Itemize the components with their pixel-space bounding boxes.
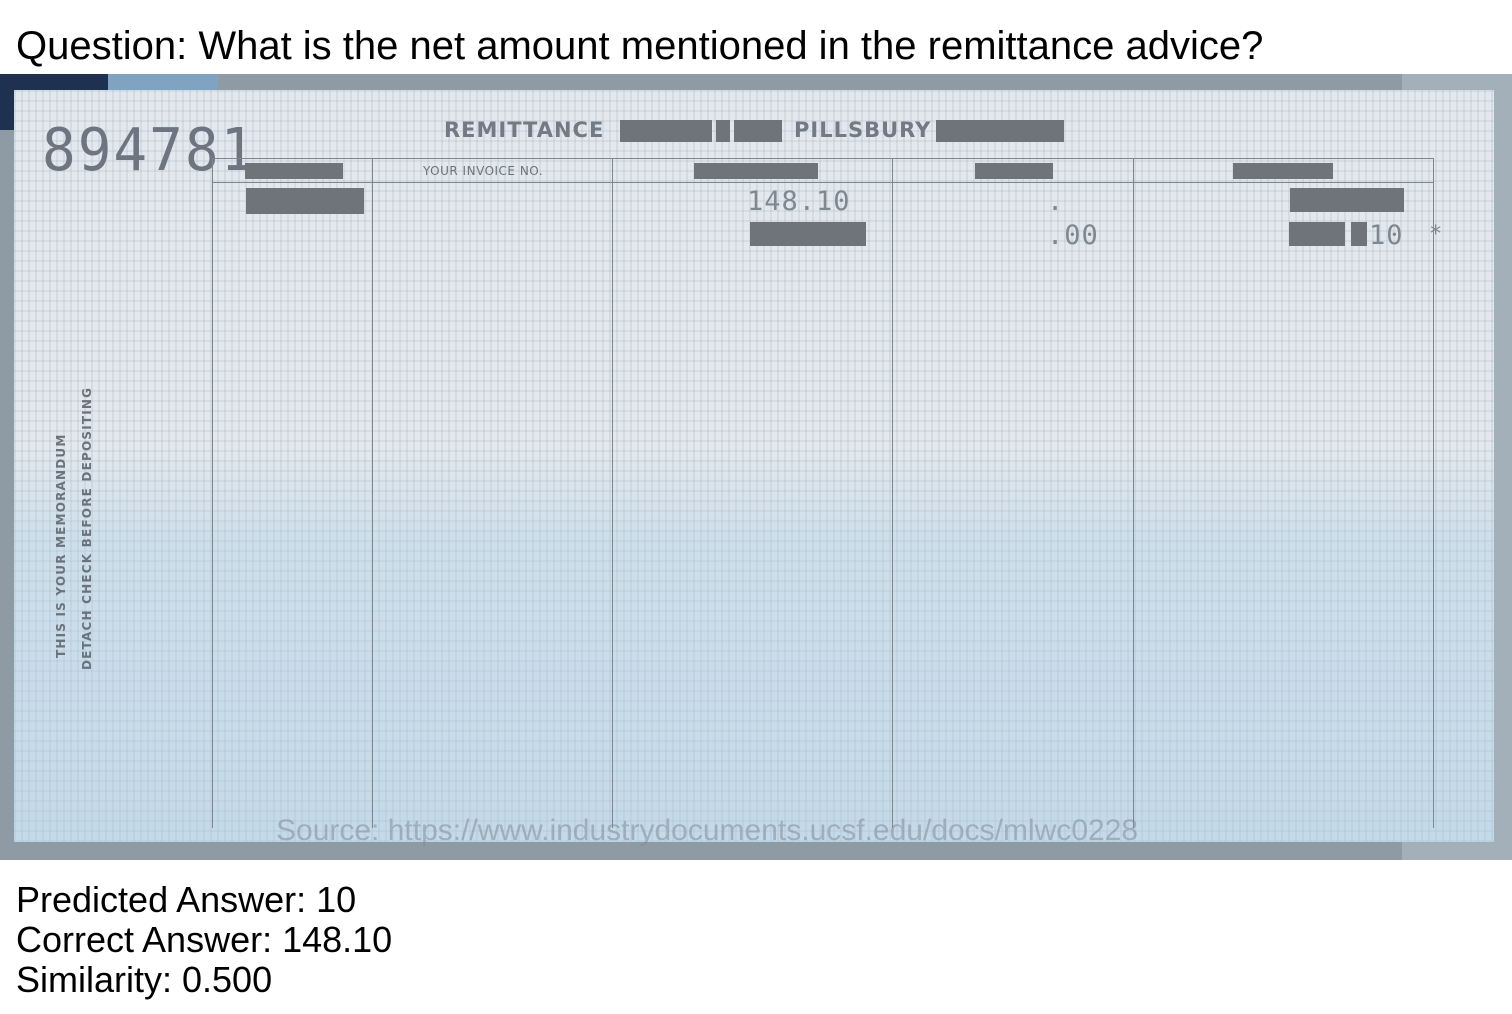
redaction-block [716, 120, 730, 142]
header-amount-redacted [694, 163, 818, 179]
remittance-paper: 894781 REMITTANCE PILLSBURY THIS IS YOUR… [14, 90, 1494, 842]
predicted-answer: Predicted Answer: 10 [16, 879, 357, 920]
header-bottom-rule [213, 182, 1433, 183]
asterisk-mark: * [1429, 222, 1444, 247]
correct-answer: Correct Answer: 148.10 [16, 919, 393, 960]
memo-line-2: DETACH CHECK BEFORE DEPOSITING [80, 386, 94, 670]
side-memo: THIS IS YOUR MEMORANDUM DETACH CHECK BEF… [28, 350, 158, 680]
redaction-block [936, 120, 1064, 142]
header-date-redacted [245, 163, 343, 179]
redaction-block [620, 120, 712, 142]
net-redacted [1290, 188, 1404, 212]
discount-amount: .00 [1047, 220, 1099, 251]
redaction-block [734, 120, 782, 142]
memo-line-1: THIS IS YOUR MEMORANDUM [54, 433, 68, 658]
title-pillsbury: PILLSBURY [794, 118, 932, 142]
net-redacted-part [1351, 222, 1367, 246]
net-amount-partial: 10 [1369, 220, 1404, 251]
column-divider [372, 158, 373, 828]
date-redacted [246, 188, 364, 214]
column-divider [1133, 158, 1134, 828]
title-remittance: REMITTANCE [444, 118, 605, 142]
header-invoice-no: YOUR INVOICE NO. [423, 164, 544, 178]
total-redacted [750, 222, 866, 246]
check-number: 894781 [42, 116, 257, 185]
gross-amount: 148.10 [747, 186, 851, 217]
net-redacted-part [1289, 222, 1345, 246]
column-divider [892, 158, 893, 828]
document-image: 894781 REMITTANCE PILLSBURY THIS IS YOUR… [0, 74, 1512, 860]
header-top-rule [213, 158, 1433, 159]
column-divider [612, 158, 613, 828]
question-text: Question: What is the net amount mention… [16, 24, 1264, 68]
remittance-table: YOUR INVOICE NO. 148.10 . .00 10 * [212, 158, 1442, 828]
discount-dot: . [1047, 186, 1065, 217]
similarity-score: Similarity: 0.500 [16, 959, 273, 1000]
header-discount-redacted [975, 163, 1053, 179]
answer-block: Predicted Answer: 10 Correct Answer: 148… [16, 880, 392, 1000]
source-watermark: Source: https://www.industrydocuments.uc… [276, 814, 1139, 847]
header-net-redacted [1233, 163, 1333, 179]
